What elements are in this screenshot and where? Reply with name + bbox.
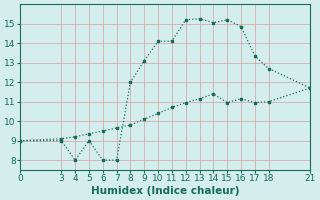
X-axis label: Humidex (Indice chaleur): Humidex (Indice chaleur) xyxy=(91,186,239,196)
